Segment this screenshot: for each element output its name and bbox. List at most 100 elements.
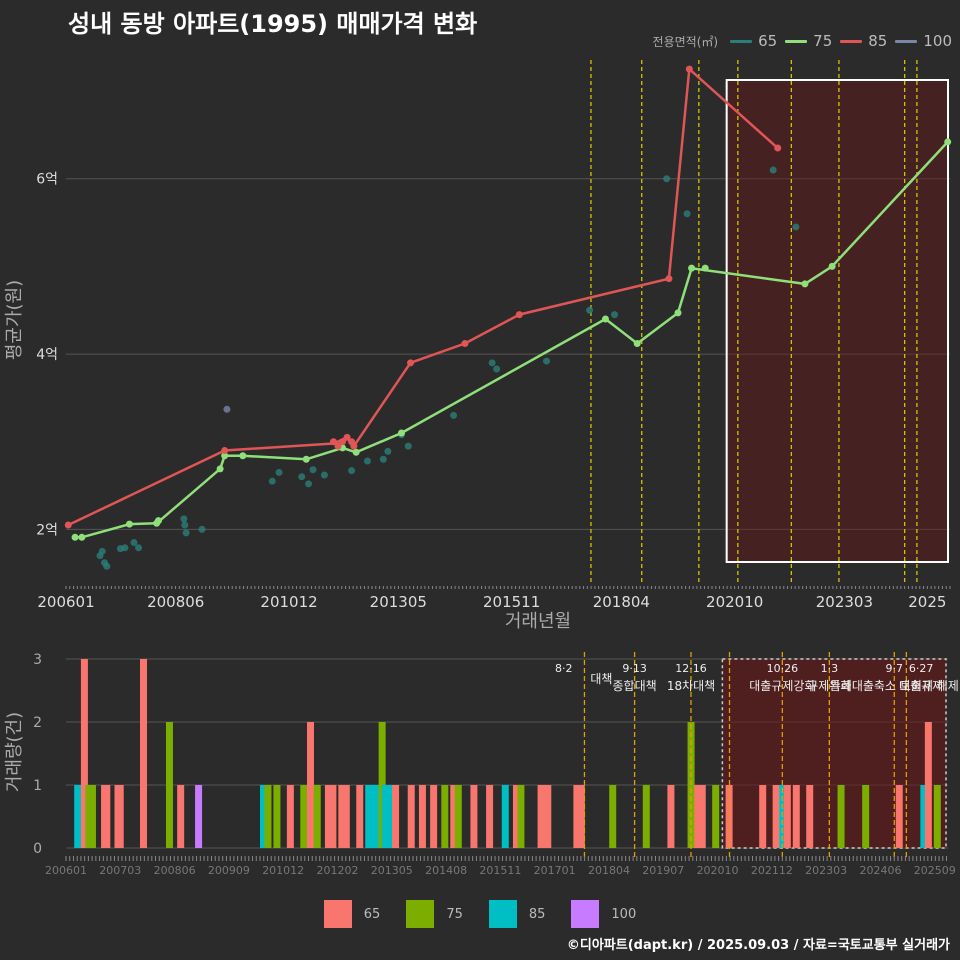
data-point-65 xyxy=(309,466,317,474)
data-point-85 xyxy=(221,447,229,454)
policy-text-label: 대출규제 xyxy=(899,679,943,693)
y-axis-title: 평균가(원) xyxy=(4,280,25,360)
data-point-65 xyxy=(182,529,190,537)
volume-bar-65 xyxy=(342,785,350,848)
volume-bar-65 xyxy=(430,785,438,848)
data-point-65 xyxy=(98,547,106,555)
y-tick-label: 4억 xyxy=(36,347,58,363)
volume-bar-65 xyxy=(177,785,185,848)
series-line-75 xyxy=(75,141,949,539)
volume-bar-65 xyxy=(924,722,932,848)
data-point-65 xyxy=(379,455,387,463)
policy-date-label: 9·13 xyxy=(622,662,647,675)
data-point-85 xyxy=(343,433,351,441)
bottom-legend: 65 75 85 100 xyxy=(0,900,960,928)
bar-x-tick-label: 201012 xyxy=(262,864,304,877)
volume-bar-65 xyxy=(307,722,315,848)
bar-legend-swatch-85 xyxy=(488,900,517,928)
volume-bar-85 xyxy=(365,785,373,848)
policy-date-label: 12·16 xyxy=(675,662,707,675)
data-point-65 xyxy=(586,306,594,314)
legend-swatch-65 xyxy=(730,39,753,43)
volume-bar-65 xyxy=(792,785,800,848)
bar-x-tick-label: 200806 xyxy=(154,864,196,877)
y-tick-label: 2억 xyxy=(36,522,58,538)
volume-bar-75 xyxy=(642,785,650,848)
volume-bar-75 xyxy=(313,785,321,848)
policy-date-label: 8·2 xyxy=(555,662,573,675)
data-point-65 xyxy=(488,359,496,367)
bar-x-tick-label: 202010 xyxy=(697,864,739,877)
x-tick-label: 201804 xyxy=(593,593,650,611)
top-legend: 전용면적(㎡) 65 75 85 100 xyxy=(653,32,952,50)
data-point-65 xyxy=(348,467,356,475)
data-point-65 xyxy=(121,544,129,552)
bar-x-tick-label: 201804 xyxy=(588,864,630,877)
data-point-65 xyxy=(450,411,458,419)
policy-date-label: 9·7 xyxy=(886,662,904,675)
data-point-65 xyxy=(103,562,111,570)
legend-item-100: 100 xyxy=(895,32,952,50)
data-point-65 xyxy=(543,357,551,365)
volume-bar-75 xyxy=(165,722,173,848)
data-point-65 xyxy=(181,521,189,529)
volume-bar-65 xyxy=(806,785,814,848)
volume-bar-65 xyxy=(286,785,294,848)
volume-bar-65 xyxy=(407,785,415,848)
data-point-75 xyxy=(633,340,641,348)
policy-date-label: 1·3 xyxy=(821,662,839,675)
volume-bar-65 xyxy=(537,785,545,848)
data-point-75 xyxy=(352,448,360,456)
data-point-85 xyxy=(515,311,523,319)
data-point-75 xyxy=(944,138,952,146)
volume-bar-75 xyxy=(300,785,308,848)
data-point-65 xyxy=(180,515,188,523)
x-tick-label: 201305 xyxy=(370,593,427,611)
data-point-85 xyxy=(407,359,415,367)
data-point-75 xyxy=(397,429,405,437)
data-point-75 xyxy=(801,280,809,288)
legend-item-85: 85 xyxy=(840,32,887,50)
volume-bar-85 xyxy=(374,785,382,848)
data-point-85 xyxy=(350,442,358,450)
volume-bar-65 xyxy=(694,785,702,848)
data-point-75 xyxy=(71,533,79,541)
volume-bar-65 xyxy=(418,785,426,848)
data-point-65 xyxy=(683,210,691,218)
volume-bar-75 xyxy=(837,785,845,848)
data-point-65 xyxy=(305,480,313,488)
legend-label-85: 85 xyxy=(868,32,888,50)
data-point-85 xyxy=(64,521,72,529)
volume-bar-65 xyxy=(577,785,585,848)
bar-y-tick-label: 3 xyxy=(33,652,42,668)
legend-label-75: 75 xyxy=(813,32,833,50)
volume-bar-65 xyxy=(140,659,148,848)
data-point-65 xyxy=(363,457,371,465)
volume-bar-65 xyxy=(80,659,88,848)
data-point-65 xyxy=(268,477,276,485)
volume-bar-100 xyxy=(195,785,203,848)
bar-legend-swatch-75 xyxy=(406,900,435,928)
legend-label-65: 65 xyxy=(758,32,778,50)
bar-y-tick-label: 2 xyxy=(33,715,42,731)
volume-bar-65 xyxy=(759,785,767,848)
data-point-65 xyxy=(135,544,143,552)
data-point-75 xyxy=(674,309,682,317)
legend-swatch-100 xyxy=(895,39,918,43)
bar-y-tick-label: 1 xyxy=(33,778,42,794)
policy-text-label: 대책 xyxy=(590,671,612,686)
volume-bar-75 xyxy=(454,785,462,848)
data-point-65 xyxy=(769,166,777,174)
series-line-85 xyxy=(67,66,779,527)
volume-bar-65 xyxy=(512,785,520,848)
data-point-75 xyxy=(125,520,133,528)
volume-bar-75 xyxy=(862,785,870,848)
volume-bar-85 xyxy=(74,785,82,848)
policy-text-label: 특례대출축소 토허제 해제 xyxy=(830,679,959,693)
bar-x-tick-label: 202303 xyxy=(805,864,847,877)
volume-bar-85 xyxy=(381,785,389,848)
data-point-75 xyxy=(601,315,609,323)
bar-x-tick-label: 202509 xyxy=(914,864,956,877)
x-tick-label: 202303 xyxy=(816,593,873,611)
bar-legend-label-85: 85 xyxy=(528,906,546,922)
